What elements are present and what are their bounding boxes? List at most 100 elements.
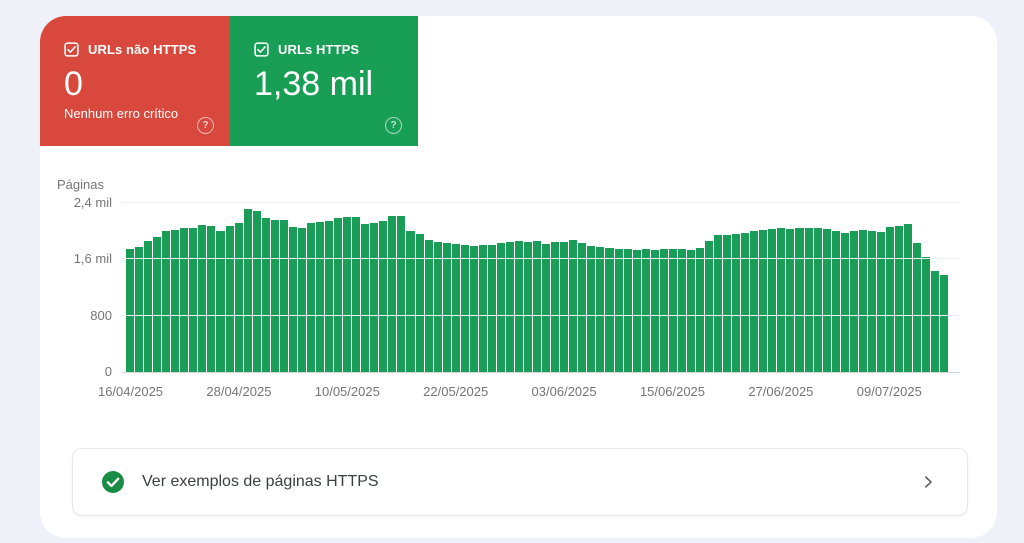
bar[interactable]	[297, 228, 306, 372]
bar[interactable]	[705, 241, 714, 372]
bar[interactable]	[804, 227, 813, 372]
bar[interactable]	[587, 245, 596, 372]
bar[interactable]	[153, 236, 162, 372]
bar[interactable]	[596, 247, 605, 372]
bar[interactable]	[822, 229, 831, 372]
bar[interactable]	[849, 231, 858, 372]
bar[interactable]	[813, 228, 822, 372]
bar[interactable]	[714, 235, 723, 372]
bar[interactable]	[524, 241, 533, 372]
bar[interactable]	[750, 231, 759, 372]
bar[interactable]	[741, 232, 750, 372]
bar[interactable]	[695, 248, 704, 372]
bar[interactable]	[433, 242, 442, 372]
bar[interactable]	[795, 228, 804, 372]
bar[interactable]	[777, 228, 786, 372]
bar[interactable]	[270, 219, 279, 372]
bar[interactable]	[397, 215, 406, 372]
bar[interactable]	[677, 248, 686, 372]
footer-examples-card[interactable]: Ver exemplos de páginas HTTPS	[72, 448, 968, 516]
bar[interactable]	[723, 234, 732, 372]
bar[interactable]	[379, 221, 388, 372]
bar[interactable]	[234, 223, 243, 372]
bar[interactable]	[831, 231, 840, 372]
bar[interactable]	[424, 240, 433, 372]
bar[interactable]	[940, 274, 949, 372]
bar[interactable]	[786, 229, 795, 372]
bar[interactable]	[614, 248, 623, 372]
bar[interactable]	[442, 243, 451, 372]
bar[interactable]	[180, 228, 189, 372]
bar[interactable]	[632, 250, 641, 372]
bar[interactable]	[487, 244, 496, 372]
bar[interactable]	[243, 209, 252, 372]
bar[interactable]	[370, 222, 379, 372]
bar[interactable]	[505, 241, 515, 372]
bar[interactable]	[533, 241, 542, 372]
bar[interactable]	[451, 243, 460, 372]
bar[interactable]	[198, 224, 207, 372]
bar[interactable]	[913, 243, 922, 372]
bar[interactable]	[578, 243, 587, 372]
card-non-https[interactable]: URLs não HTTPS 0 Nenhum erro crítico ?	[40, 16, 230, 146]
bar[interactable]	[922, 257, 931, 372]
bar[interactable]	[216, 231, 225, 372]
bar[interactable]	[623, 249, 632, 372]
bars[interactable]	[126, 203, 949, 372]
bar[interactable]	[560, 241, 569, 372]
bar[interactable]	[343, 217, 352, 372]
card-https[interactable]: URLs HTTPS 1,38 mil ?	[230, 16, 418, 146]
bar[interactable]	[252, 211, 261, 372]
bar[interactable]	[261, 217, 270, 372]
bar[interactable]	[641, 249, 650, 372]
bar[interactable]	[605, 248, 614, 372]
chevron-right-icon[interactable]	[919, 473, 937, 491]
bar[interactable]	[171, 230, 180, 372]
bar[interactable]	[126, 248, 135, 372]
help-icon[interactable]: ?	[197, 117, 214, 134]
bar[interactable]	[551, 242, 560, 372]
bar[interactable]	[189, 227, 198, 372]
bar[interactable]	[334, 217, 343, 372]
bar[interactable]	[406, 231, 415, 372]
bar[interactable]	[352, 217, 361, 372]
bar[interactable]	[306, 223, 315, 372]
bar[interactable]	[515, 241, 524, 372]
bar[interactable]	[144, 241, 153, 372]
bar[interactable]	[650, 250, 659, 372]
bar[interactable]	[279, 219, 288, 372]
bar[interactable]	[478, 245, 487, 372]
bar[interactable]	[325, 221, 334, 372]
bar[interactable]	[315, 222, 325, 372]
bar[interactable]	[768, 229, 777, 372]
bar[interactable]	[885, 226, 894, 372]
bar[interactable]	[894, 225, 904, 372]
bar[interactable]	[858, 230, 867, 372]
bar[interactable]	[388, 216, 397, 372]
bar[interactable]	[876, 231, 885, 372]
bar[interactable]	[225, 225, 234, 372]
bar[interactable]	[496, 243, 505, 372]
bar[interactable]	[686, 250, 695, 372]
bar[interactable]	[469, 245, 478, 372]
bar[interactable]	[415, 233, 424, 372]
bar[interactable]	[162, 231, 171, 372]
bar[interactable]	[668, 249, 677, 372]
bar[interactable]	[207, 225, 216, 372]
bar[interactable]	[867, 231, 876, 372]
checked-checkbox-icon[interactable]	[254, 42, 269, 57]
bar[interactable]	[759, 230, 768, 372]
bar[interactable]	[361, 224, 370, 372]
bar[interactable]	[732, 233, 741, 372]
checked-checkbox-icon[interactable]	[64, 42, 79, 57]
bar[interactable]	[542, 243, 551, 372]
bar[interactable]	[569, 239, 578, 372]
bar[interactable]	[460, 245, 469, 372]
bar[interactable]	[840, 232, 849, 372]
bar[interactable]	[931, 270, 940, 372]
bar[interactable]	[659, 248, 668, 372]
bar[interactable]	[288, 226, 297, 372]
bar[interactable]	[135, 246, 144, 372]
bar[interactable]	[904, 224, 913, 372]
help-icon[interactable]: ?	[385, 117, 402, 134]
